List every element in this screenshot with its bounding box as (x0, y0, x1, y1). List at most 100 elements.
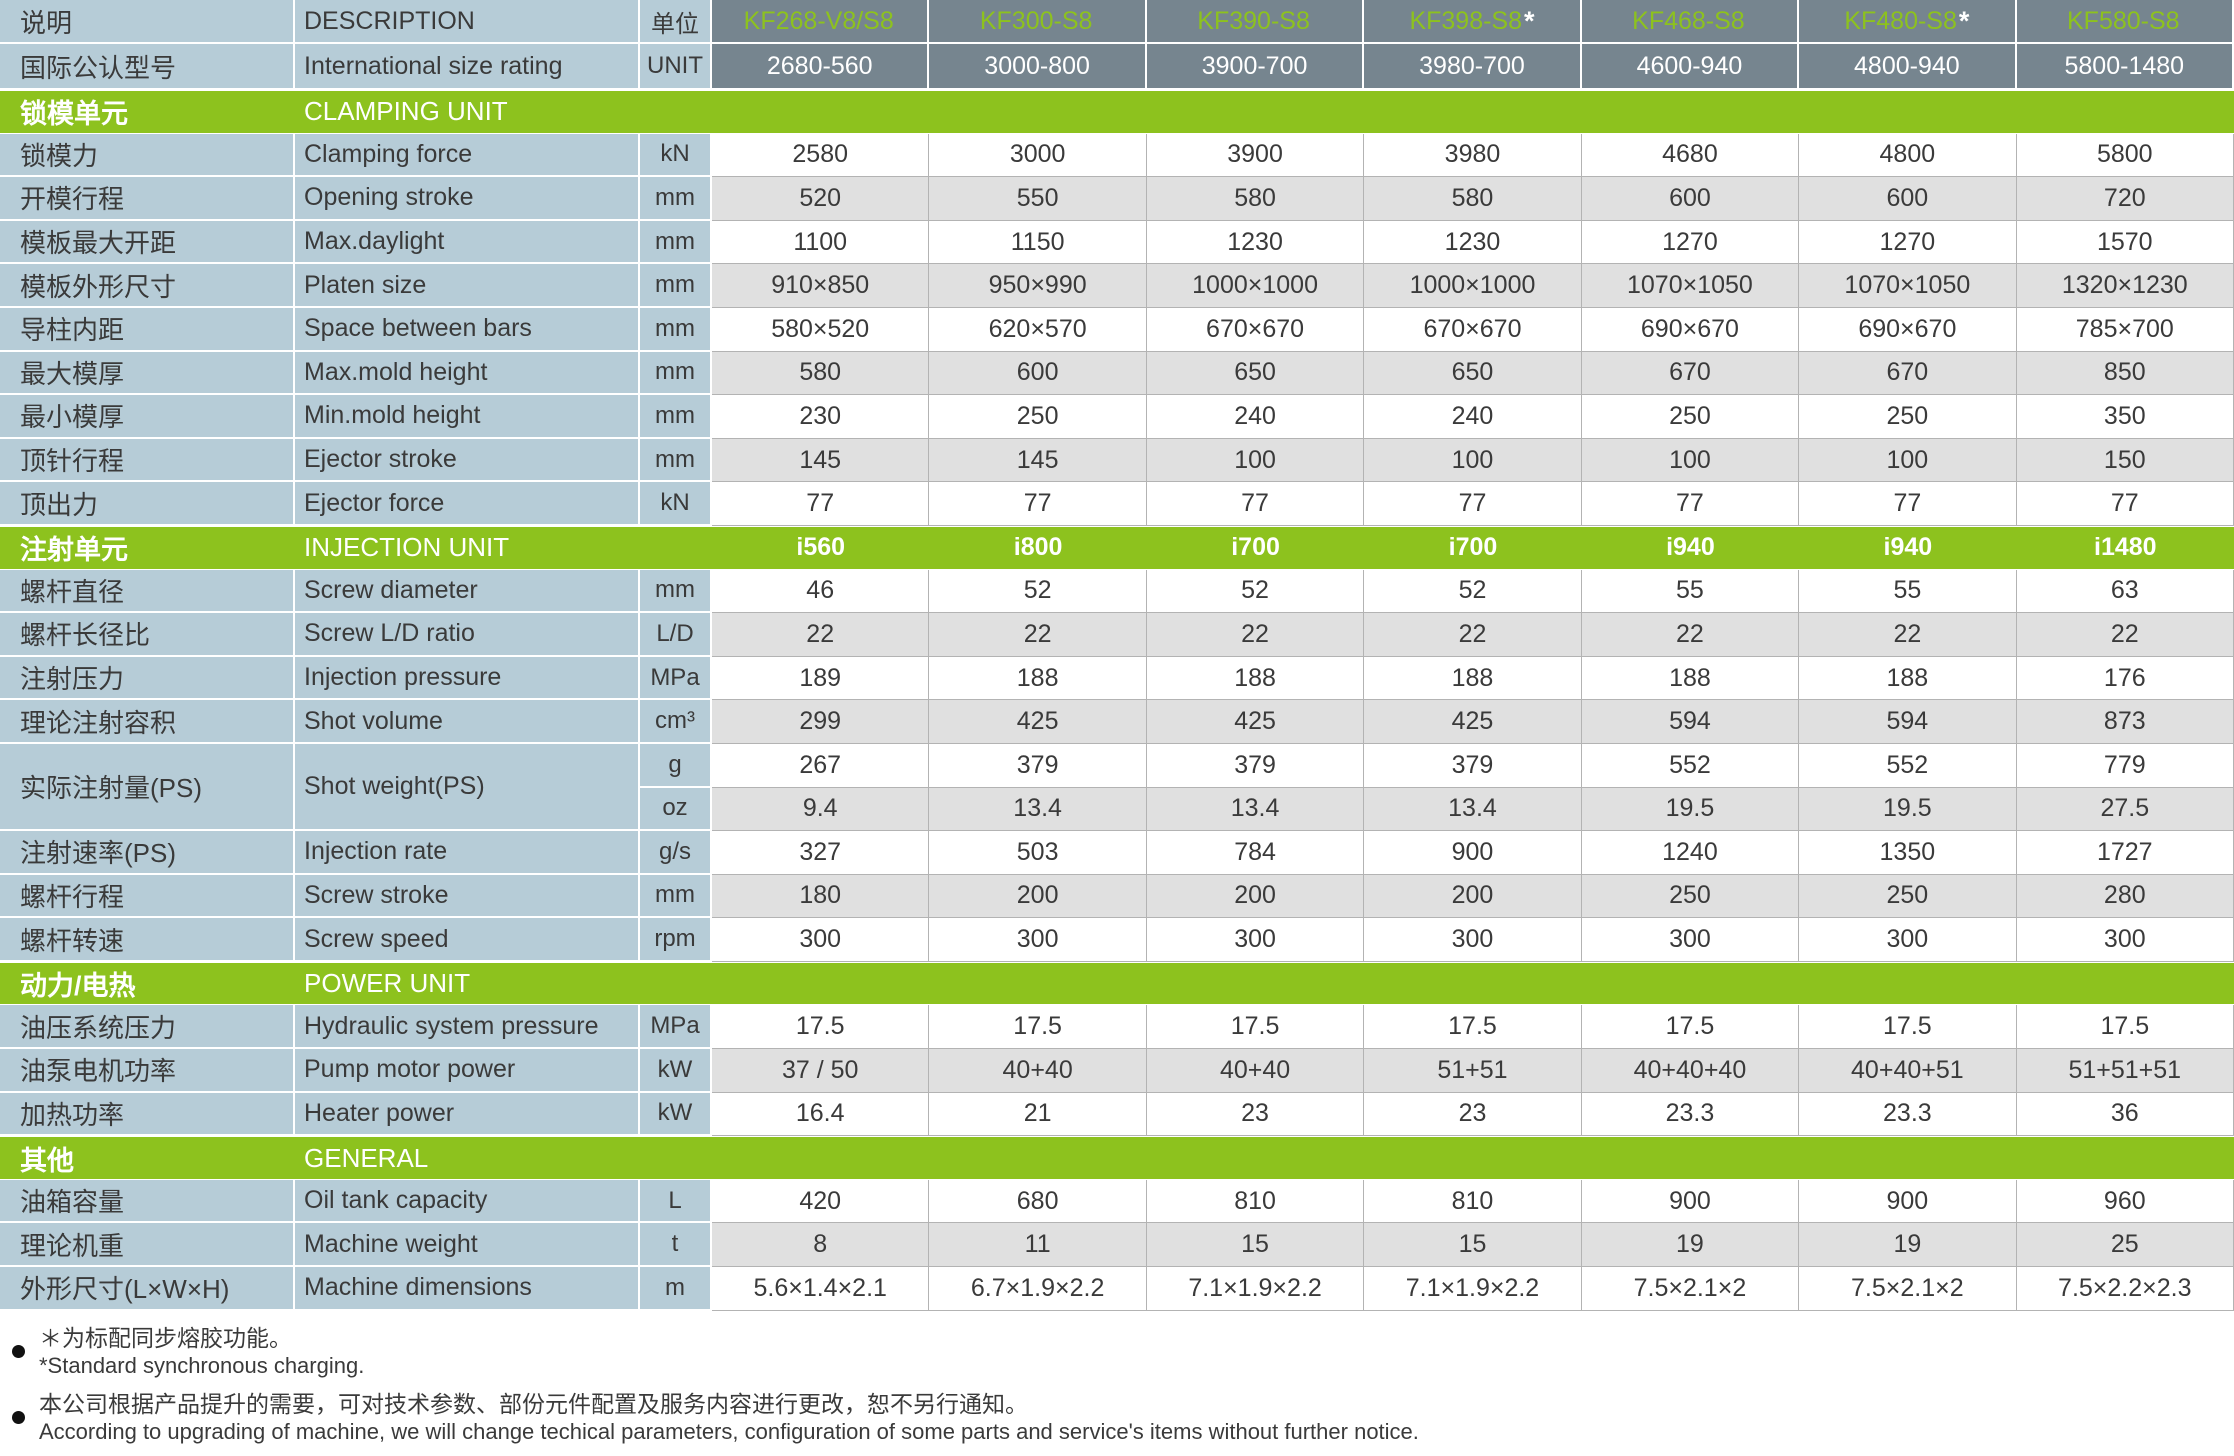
spec-value: 594 (1799, 700, 2017, 744)
spec-value: 100 (1799, 438, 2017, 483)
spec-value: 6.7×1.9×2.2 (929, 1267, 1147, 1311)
spec-value: 4800 (1799, 133, 2017, 178)
row-label-zh: 最大模厚 (0, 351, 295, 396)
spec-row: 模板最大开距 Max.daylight mm 1100 1150 1230 1230 1270… (0, 220, 2234, 265)
spec-value: 16.4 (712, 1092, 930, 1137)
spec-value: 77 (712, 482, 930, 526)
spec-row: 顶出力 Ejector force kN 77 77 77 77 77 77 77 (0, 482, 2234, 526)
spec-row: 最小模厚 Min.mold height mm 230 250 240 240 250 250 3… (0, 395, 2234, 439)
row-label-en: Min.mold height (295, 395, 640, 439)
header-unit-zh: 单位 (640, 0, 712, 44)
spec-value: 4680 (1581, 133, 1800, 178)
spec-value: 21 (929, 1092, 1147, 1137)
spec-value: 690×670 (1581, 307, 1800, 352)
spec-value: 720 (2016, 177, 2234, 221)
spec-value: 3980 (1364, 133, 1582, 178)
spec-row: 螺杆转速 Screw speed rpm 300 300 300 300 300 300 300 (0, 918, 2234, 962)
row-label-en: Max.mold height (295, 351, 640, 396)
row-unit: g (640, 743, 712, 788)
spec-value: 300 (712, 918, 930, 962)
spec-value: 25 (2016, 1223, 2234, 1268)
header-row-ratings: 国际公认型号 International size rating UNIT 26… (0, 44, 2234, 90)
row-unit: L (640, 1179, 712, 1224)
row-label-zh: 油箱容量 (0, 1179, 295, 1224)
section-value: i940 (1581, 525, 1800, 570)
spec-value: 37 / 50 (712, 1049, 930, 1093)
row-label-en: Shot volume (295, 700, 640, 744)
size-rating: 3000-800 (929, 44, 1147, 90)
spec-value: 600 (1581, 177, 1800, 221)
spec-value: 22 (712, 613, 930, 657)
spec-value: 55 (1581, 569, 1800, 614)
size-rating: 4800-940 (1799, 44, 2017, 90)
spec-value: 650 (1364, 351, 1582, 396)
spec-value: 300 (2016, 918, 2234, 962)
section-value (2016, 1136, 2234, 1180)
spec-value: 13.4 (1146, 787, 1365, 832)
spec-value: 22 (1146, 613, 1365, 657)
spec-value: 145 (712, 438, 930, 483)
row-label-zh: 模板最大开距 (0, 220, 295, 265)
section-title-zh: 其他 (0, 1136, 295, 1180)
row-unit: g/s (640, 831, 712, 875)
section-value (712, 961, 930, 1006)
row-unit: mm (640, 569, 712, 614)
spec-value: 200 (1146, 874, 1365, 919)
section-value: i1480 (2016, 525, 2234, 570)
section-title-en: GENERAL (295, 1136, 640, 1180)
spec-value: 55 (1799, 569, 2017, 614)
bullet-icon (12, 1411, 25, 1425)
spec-value: 1070×1050 (1799, 264, 2017, 308)
spec-value: 873 (2016, 700, 2234, 744)
spec-value: 1150 (929, 220, 1147, 265)
spec-value: 63 (2016, 569, 2234, 614)
size-rating: 5800-1480 (2016, 44, 2234, 90)
spec-table-body: 锁模单元 CLAMPING UNIT 锁模力 Clamping force kN 2580… (0, 90, 2234, 1311)
spec-value: 550 (929, 177, 1147, 221)
spec-value: 19 (1799, 1223, 2017, 1268)
section-header-row: 动力/电热 POWER UNIT (0, 961, 2234, 1006)
row-label-zh: 锁模力 (0, 133, 295, 178)
footnote: ＊为标配同步熔胶功能。 *Standard synchronous chargi… (10, 1325, 2234, 1379)
spec-value: 15 (1146, 1223, 1365, 1268)
spec-row: 顶针行程 Ejector stroke mm 145 145 100 100 100 100 15… (0, 438, 2234, 483)
spec-value: 22 (1364, 613, 1582, 657)
row-unit: cm³ (640, 700, 712, 744)
section-value (1581, 961, 1800, 1006)
section-value (1799, 961, 2017, 1006)
row-label-zh: 螺杆长径比 (0, 613, 295, 657)
row-label-en: Injection pressure (295, 656, 640, 701)
spec-value: 27.5 (2016, 787, 2234, 832)
section-title-en: POWER UNIT (295, 961, 640, 1006)
spec-value: 188 (1146, 656, 1365, 701)
row-label-en: Clamping force (295, 133, 640, 178)
spec-value: 8 (712, 1223, 930, 1268)
spec-value: 100 (1364, 438, 1582, 483)
spec-value: 77 (1581, 482, 1800, 526)
spec-value: 22 (929, 613, 1147, 657)
spec-value: 200 (1364, 874, 1582, 919)
model-header: KF480-S8 * (1799, 0, 2017, 44)
row-label-zh: 注射速率(PS) (0, 831, 295, 875)
spec-value: 176 (2016, 656, 2234, 701)
row-label-zh: 油泵电机功率 (0, 1049, 295, 1093)
row-unit: mm (640, 438, 712, 483)
row-label-en: Machine weight (295, 1223, 640, 1268)
spec-value: 1570 (2016, 220, 2234, 265)
spec-value: 22 (1799, 613, 2017, 657)
footnote-en: *Standard synchronous charging. (39, 1352, 365, 1378)
spec-value: 300 (1799, 918, 2017, 962)
row-label-en: Pump motor power (295, 1049, 640, 1093)
section-unit-spacer (640, 961, 712, 1006)
spec-value: 77 (1799, 482, 2017, 526)
row-label-zh: 理论注射容积 (0, 700, 295, 744)
model-name: KF398-S8 (1409, 6, 1523, 35)
asterisk: * (1958, 5, 1970, 36)
spec-value: 250 (1799, 874, 2017, 919)
spec-value: 100 (1146, 438, 1365, 483)
spec-value: 1350 (1799, 831, 2017, 875)
row-label-en: Screw speed (295, 918, 640, 962)
row-label-en: Max.daylight (295, 220, 640, 265)
spec-row: 螺杆行程 Screw stroke mm 180 200 200 200 250 250 280 (0, 874, 2234, 919)
spec-value: 425 (1146, 700, 1365, 744)
